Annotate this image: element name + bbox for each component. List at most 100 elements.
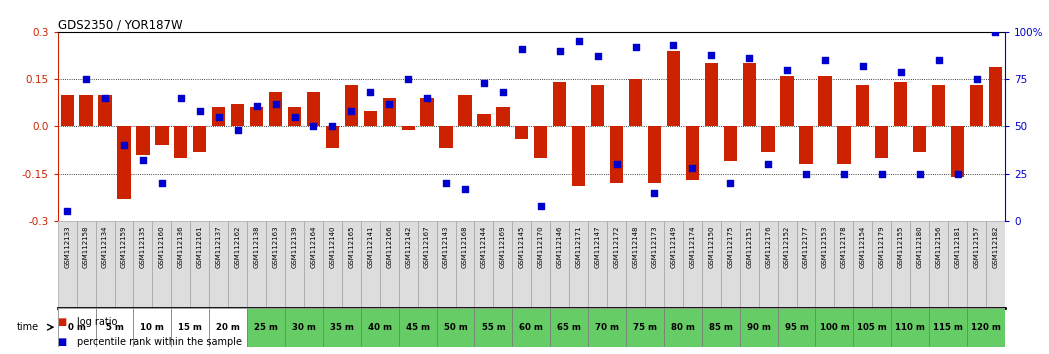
Bar xyxy=(399,221,418,308)
Text: 110 m: 110 m xyxy=(895,323,925,332)
Bar xyxy=(493,221,512,308)
Point xyxy=(230,127,247,133)
Bar xyxy=(873,221,892,308)
Bar xyxy=(648,126,661,183)
Bar xyxy=(854,221,873,308)
Bar xyxy=(892,221,911,308)
Bar xyxy=(190,221,209,308)
Point xyxy=(552,48,569,53)
Bar xyxy=(383,98,395,126)
Bar xyxy=(380,221,399,308)
Bar xyxy=(626,221,645,308)
Point xyxy=(286,114,303,120)
Text: GSM112181: GSM112181 xyxy=(955,225,961,268)
Bar xyxy=(967,308,1005,347)
Text: GSM112178: GSM112178 xyxy=(841,225,847,268)
Bar xyxy=(588,308,626,347)
Bar xyxy=(171,308,209,347)
Text: GSM112138: GSM112138 xyxy=(254,225,259,268)
Text: GSM112163: GSM112163 xyxy=(273,225,279,268)
Bar xyxy=(361,308,399,347)
Text: GSM112144: GSM112144 xyxy=(480,225,487,268)
Point xyxy=(816,57,833,63)
Bar xyxy=(248,308,285,347)
Bar xyxy=(929,308,967,347)
Bar xyxy=(815,308,854,347)
Point xyxy=(249,103,265,108)
Text: 50 m: 50 m xyxy=(444,323,468,332)
Text: 10 m: 10 m xyxy=(141,323,165,332)
Text: GSM112170: GSM112170 xyxy=(538,225,543,268)
Bar xyxy=(588,221,607,308)
Bar xyxy=(875,126,889,158)
Bar xyxy=(894,82,907,126)
Bar xyxy=(553,82,566,126)
Text: GSM112134: GSM112134 xyxy=(102,225,108,268)
Point xyxy=(590,53,606,59)
Bar xyxy=(834,221,854,308)
Point xyxy=(191,108,208,114)
Text: GSM112176: GSM112176 xyxy=(765,225,771,268)
Text: GSM112160: GSM112160 xyxy=(158,225,165,268)
Point xyxy=(134,158,151,163)
Text: GSM112140: GSM112140 xyxy=(329,225,336,268)
Bar xyxy=(932,85,945,126)
Bar xyxy=(667,51,680,126)
Point xyxy=(703,52,720,57)
Point xyxy=(571,39,587,44)
Point xyxy=(494,90,511,95)
Text: 45 m: 45 m xyxy=(406,323,430,332)
Text: 80 m: 80 m xyxy=(671,323,694,332)
Text: GSM112142: GSM112142 xyxy=(405,225,411,268)
Text: 75 m: 75 m xyxy=(633,323,657,332)
Point xyxy=(305,124,322,129)
Bar xyxy=(231,104,244,126)
Text: GSM112151: GSM112151 xyxy=(746,225,752,268)
Bar xyxy=(570,221,588,308)
Text: GSM112166: GSM112166 xyxy=(386,225,392,268)
Bar xyxy=(61,95,73,126)
Bar xyxy=(705,63,718,126)
Point xyxy=(324,124,341,129)
Bar xyxy=(248,221,266,308)
Bar xyxy=(155,126,169,145)
Text: GSM112159: GSM112159 xyxy=(121,225,127,268)
Text: GSM112137: GSM112137 xyxy=(216,225,221,268)
Text: GSM112171: GSM112171 xyxy=(576,225,582,268)
Bar xyxy=(758,221,777,308)
Point xyxy=(722,180,738,186)
Text: 90 m: 90 m xyxy=(747,323,771,332)
Bar xyxy=(285,221,304,308)
Bar xyxy=(323,221,342,308)
Point xyxy=(78,76,94,82)
Bar xyxy=(951,126,964,177)
Bar xyxy=(911,221,929,308)
Bar xyxy=(970,85,983,126)
Bar xyxy=(436,221,455,308)
Point xyxy=(400,76,416,82)
Text: 60 m: 60 m xyxy=(519,323,543,332)
Bar xyxy=(193,126,207,152)
Bar xyxy=(892,308,929,347)
Bar xyxy=(345,85,358,126)
Text: GSM112152: GSM112152 xyxy=(784,225,790,268)
Text: GSM112158: GSM112158 xyxy=(83,225,89,268)
Text: GSM112173: GSM112173 xyxy=(651,225,658,268)
Bar xyxy=(645,221,664,308)
Point xyxy=(513,46,530,52)
Point xyxy=(97,95,113,101)
Text: GSM112147: GSM112147 xyxy=(595,225,601,268)
Point xyxy=(343,108,360,114)
Text: GSM112167: GSM112167 xyxy=(424,225,430,268)
Point xyxy=(665,42,682,48)
Text: 115 m: 115 m xyxy=(934,323,963,332)
Bar xyxy=(77,221,95,308)
Bar xyxy=(399,308,436,347)
Bar xyxy=(780,76,794,126)
Bar xyxy=(209,221,229,308)
Point xyxy=(533,203,550,209)
Bar xyxy=(323,308,361,347)
Bar xyxy=(474,221,493,308)
Point xyxy=(267,101,284,107)
Text: 85 m: 85 m xyxy=(709,323,732,332)
